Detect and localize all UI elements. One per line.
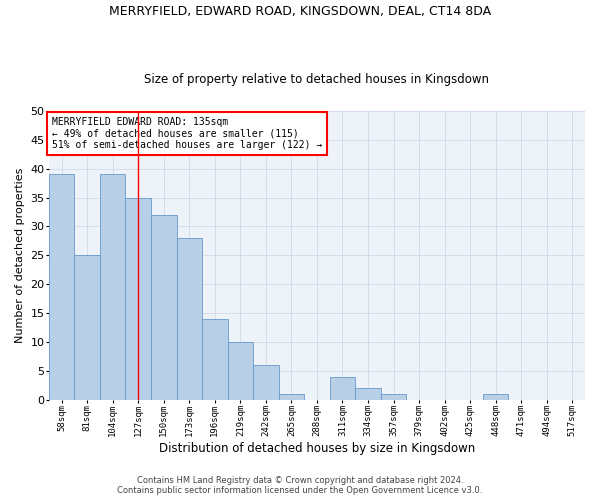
Bar [329, 377, 355, 400]
Bar [202, 319, 227, 400]
Bar [125, 198, 151, 400]
Bar [49, 174, 74, 400]
Text: MERRYFIELD, EDWARD ROAD, KINGSDOWN, DEAL, CT14 8DA: MERRYFIELD, EDWARD ROAD, KINGSDOWN, DEAL… [109, 5, 491, 18]
Bar [253, 366, 278, 400]
Bar [227, 342, 253, 400]
Bar [74, 256, 100, 400]
Bar [151, 215, 176, 400]
Text: MERRYFIELD EDWARD ROAD: 135sqm
← 49% of detached houses are smaller (115)
51% of: MERRYFIELD EDWARD ROAD: 135sqm ← 49% of … [52, 116, 322, 150]
Bar [100, 174, 125, 400]
Bar [355, 388, 381, 400]
Text: Contains HM Land Registry data © Crown copyright and database right 2024.
Contai: Contains HM Land Registry data © Crown c… [118, 476, 482, 495]
Bar [176, 238, 202, 400]
Y-axis label: Number of detached properties: Number of detached properties [15, 168, 25, 343]
Bar [278, 394, 304, 400]
Bar [483, 394, 508, 400]
X-axis label: Distribution of detached houses by size in Kingsdown: Distribution of detached houses by size … [159, 442, 475, 455]
Title: Size of property relative to detached houses in Kingsdown: Size of property relative to detached ho… [145, 73, 490, 86]
Bar [381, 394, 406, 400]
